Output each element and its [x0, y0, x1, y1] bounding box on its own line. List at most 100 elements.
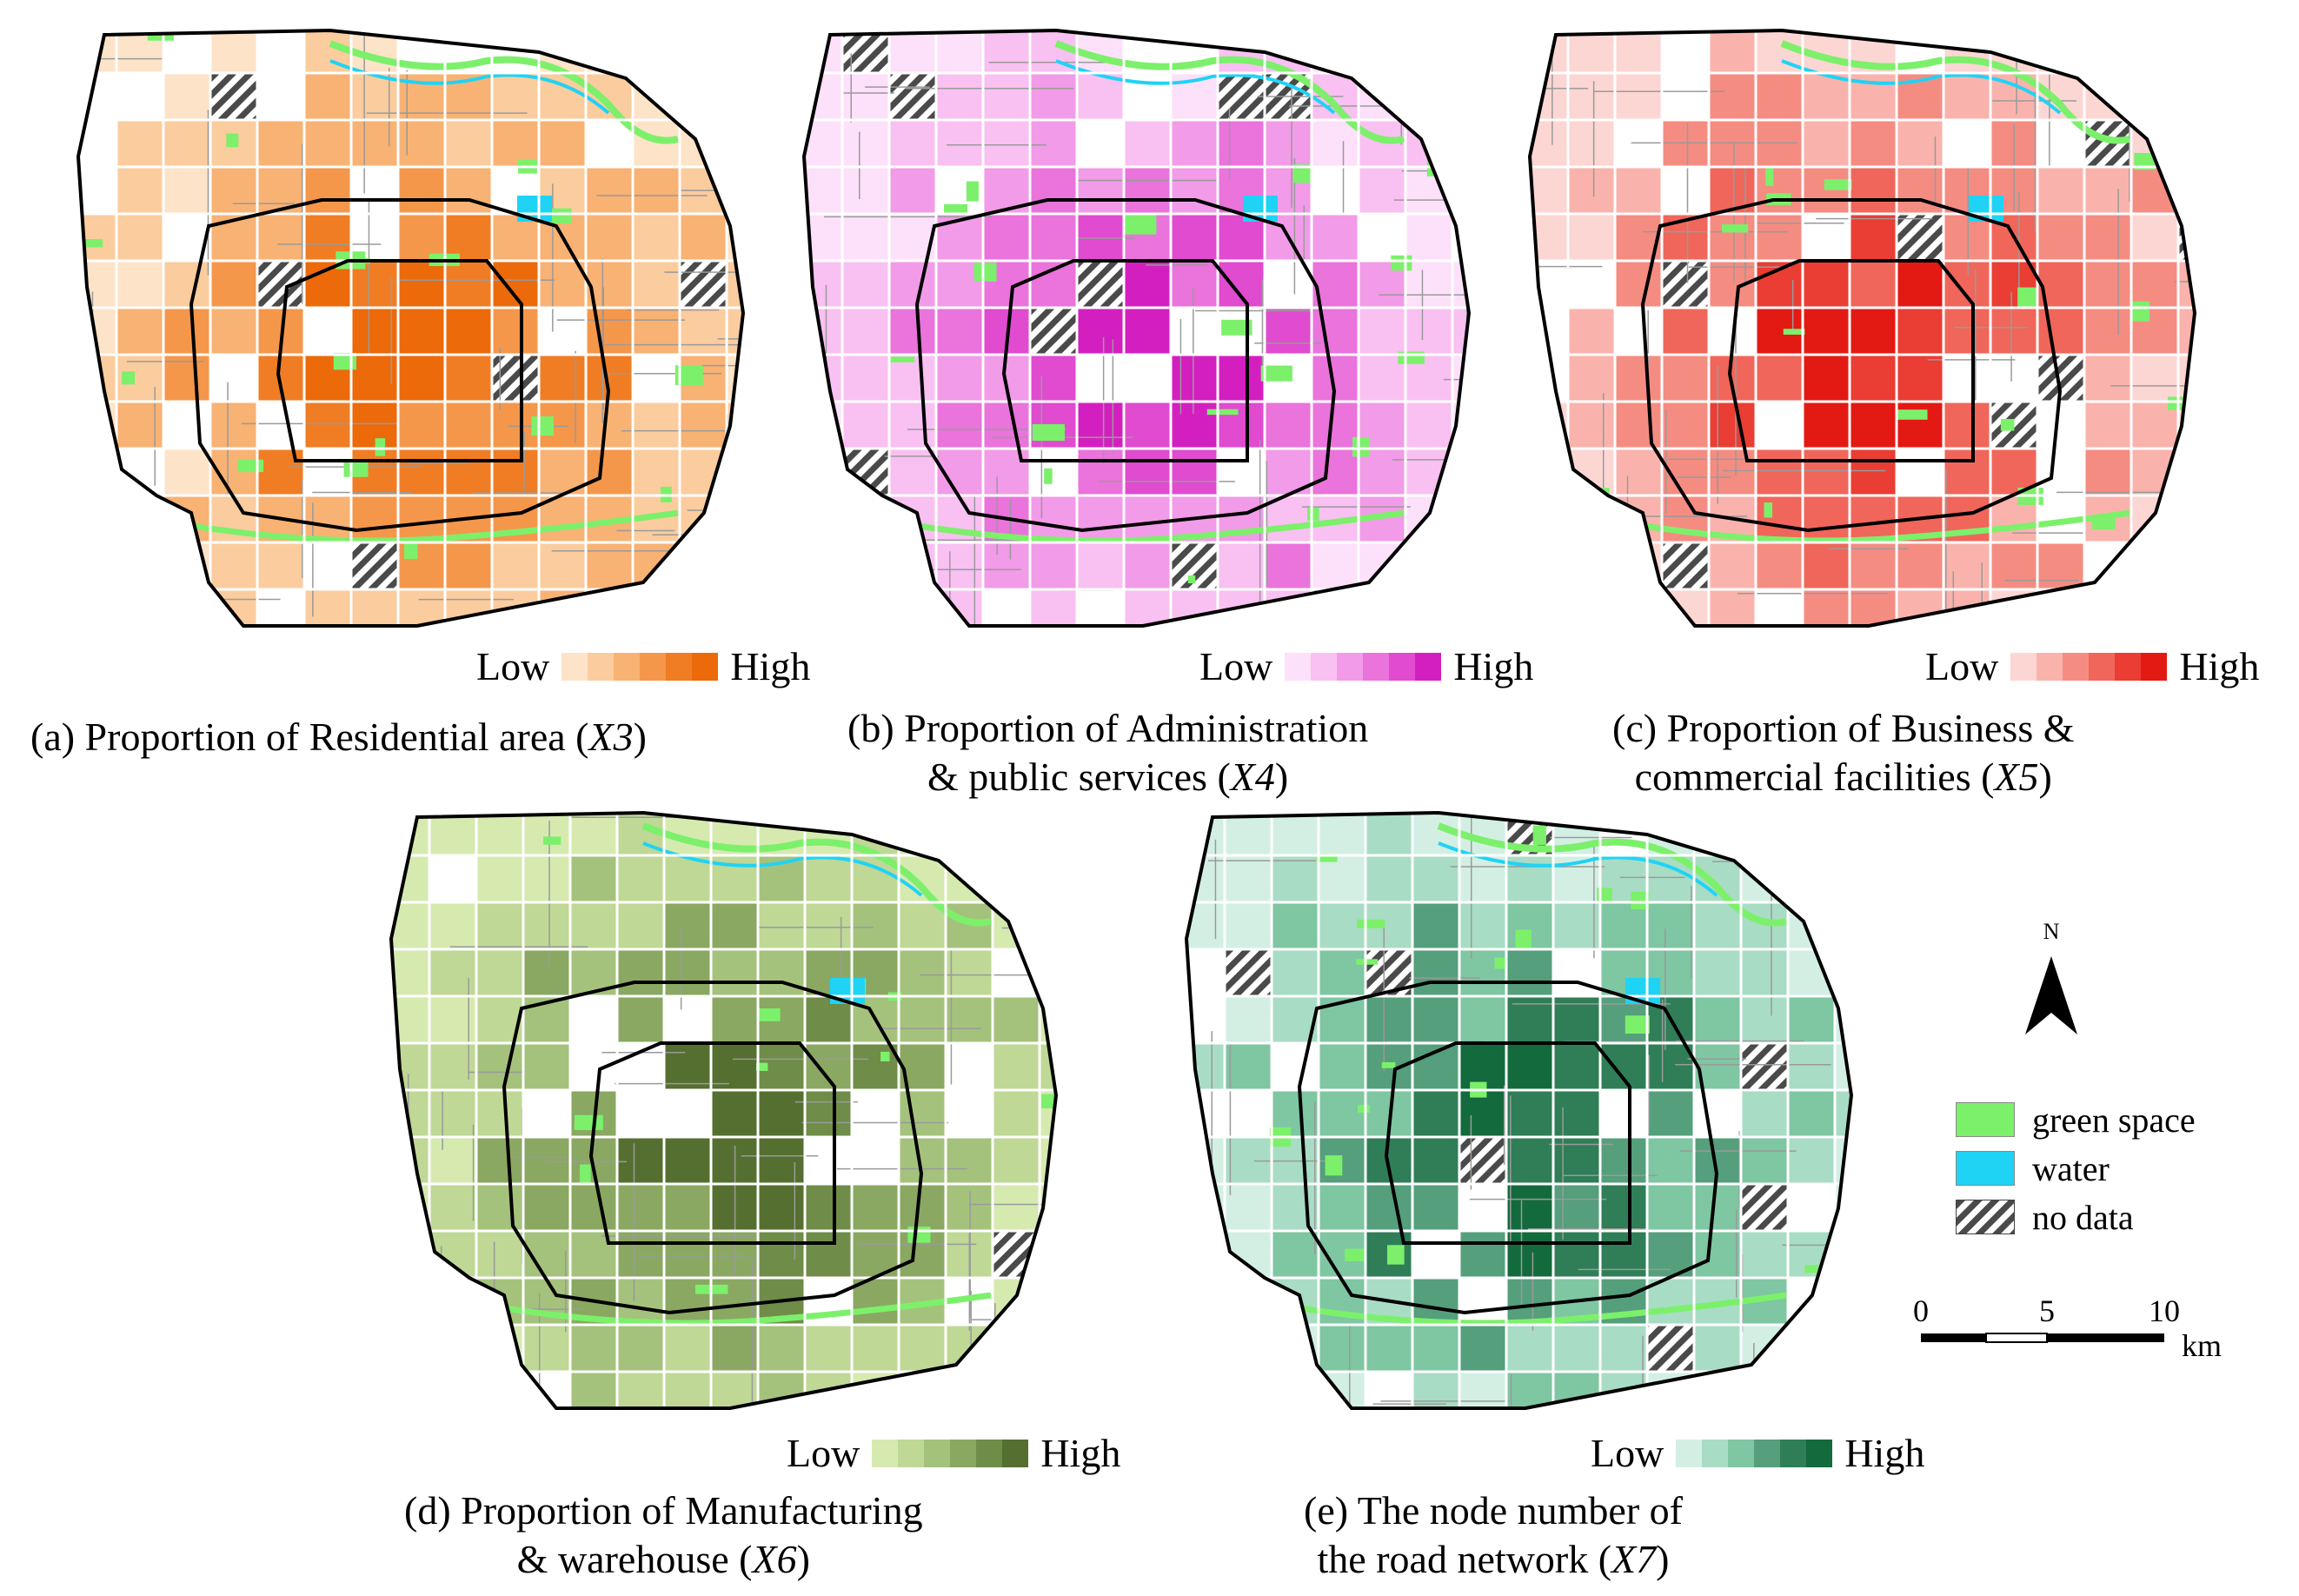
- grid-cell: [1459, 1090, 1506, 1137]
- grid-cell: [1741, 996, 1788, 1043]
- grid-cell: [664, 1231, 711, 1278]
- grid-cell: [1225, 1325, 1272, 1372]
- grid-cell: [1741, 1231, 1788, 1278]
- grid-cell: [711, 1325, 758, 1372]
- grid-cell: [1615, 73, 1662, 120]
- grid-cell: [805, 902, 852, 949]
- caption-line1: (d) Proportion of Manufacturing: [404, 1488, 923, 1533]
- grid-cell: [304, 120, 351, 167]
- grid-cell: [2084, 214, 2131, 261]
- legend-manufacturing: Low High: [787, 1430, 1120, 1476]
- grid-cell: [664, 1043, 711, 1090]
- grid-cell: [633, 449, 680, 495]
- grid-cell: [1265, 542, 1312, 589]
- green-corridor-south: [1229, 1292, 1787, 1327]
- grid-cell: [1030, 542, 1077, 589]
- grid-cell: [1568, 589, 1615, 626]
- legend-ramp-step-2: [1702, 1439, 1729, 1467]
- scale-tick-10: 10: [2149, 1293, 2180, 1328]
- grid-cell: [889, 589, 936, 626]
- grid-cell: [899, 1184, 946, 1231]
- legend-ramp-step-3: [2063, 652, 2090, 681]
- grid-cell: [1647, 1184, 1694, 1231]
- grid-cell: [1225, 813, 1272, 855]
- grid-cell: [1319, 1325, 1365, 1372]
- grid-cell: [304, 167, 351, 214]
- green-corridor-south: [847, 509, 1405, 544]
- grid-cell: [946, 996, 993, 1043]
- caption-line1: (c) Proportion of Business &: [1612, 706, 2075, 750]
- green-space-patch: [1824, 179, 1852, 190]
- grid-cell: [398, 120, 445, 167]
- green-space-patch: [944, 203, 968, 215]
- grid-cell: [633, 261, 680, 308]
- grid-cell: [210, 308, 257, 355]
- grid-cell: [492, 449, 539, 495]
- grid-cell: [1412, 996, 1459, 1043]
- grid-cell: [1756, 73, 1803, 120]
- caption-residential: (a) Proportion of Residential area (X3): [30, 713, 647, 761]
- grid-cell: [1694, 813, 1741, 855]
- grid-cell: [680, 308, 727, 355]
- grid-cell: [727, 542, 743, 589]
- grid-cell: [476, 813, 523, 855]
- grid-cell: [1412, 855, 1459, 902]
- green-space-patch: [1386, 1245, 1405, 1265]
- grid-cell: [1459, 902, 1506, 949]
- legend-ramp-step-1: [1676, 1439, 1703, 1467]
- grid-cell: [711, 1090, 758, 1137]
- grid-cell: [1040, 1325, 1056, 1372]
- grid-cell: [1365, 1184, 1412, 1231]
- grid-cell: [1030, 214, 1077, 261]
- green-space-patch: [973, 263, 997, 282]
- grid-cell: [1506, 1043, 1553, 1090]
- grid-cell: [1506, 1231, 1553, 1278]
- grid-cell: [1452, 73, 1469, 120]
- legend-low-label: Low: [1199, 644, 1273, 688]
- grid-cell: [586, 542, 633, 589]
- grid-cell: [805, 1231, 852, 1278]
- legend-high-label: High: [1844, 1431, 1925, 1475]
- grid-cell: [2131, 167, 2178, 214]
- grid-cell: [852, 902, 899, 949]
- green-space-patch: [966, 181, 979, 202]
- grid-cell: [1850, 449, 1897, 495]
- grid-cell: [492, 261, 539, 308]
- grid-cell: [1077, 167, 1124, 214]
- grid-cell: [2178, 167, 2195, 214]
- grid-cell: [2037, 30, 2084, 73]
- grid-cell: [1530, 589, 1568, 626]
- grid-cell: [2178, 120, 2195, 167]
- grid-cell: [1530, 167, 1568, 214]
- green-space-patch: [580, 1164, 591, 1185]
- grid-cell: [1944, 542, 1990, 589]
- grid-cell: [1709, 73, 1756, 120]
- legend-administration: Low High: [1199, 643, 1533, 689]
- grid-cell: [1897, 261, 1944, 308]
- legend-low-label: Low: [1925, 644, 1999, 688]
- ring-road-inner: [1384, 1041, 1631, 1245]
- grid-cell: [1040, 855, 1056, 902]
- legend-ramp-step-3: [614, 652, 641, 681]
- grid-cell: [983, 30, 1030, 73]
- grid-cell: [391, 1231, 429, 1278]
- grid-cell: [1694, 1325, 1741, 1372]
- grid-cell: [1225, 1184, 1272, 1231]
- grid-cell: [1600, 1231, 1647, 1278]
- grid-cell: [1897, 402, 1944, 449]
- green-space-patch: [907, 1226, 931, 1243]
- grid-cell: [1897, 167, 1944, 214]
- legend-ramp: [1285, 652, 1442, 681]
- ring-road-outer: [189, 198, 611, 533]
- grid-cell: [391, 949, 429, 996]
- grid-cell: [899, 813, 946, 855]
- grid-cell: [889, 449, 936, 495]
- grid-cell: [804, 542, 842, 589]
- water-label: water: [2032, 1148, 2110, 1188]
- grid-cell: [398, 214, 445, 261]
- grid-cell: [1040, 813, 1056, 855]
- grid-cell: [1412, 1137, 1459, 1184]
- grid-cell: [2037, 73, 2084, 120]
- city-boundary: [76, 28, 746, 628]
- grid-cell: [1365, 1325, 1412, 1372]
